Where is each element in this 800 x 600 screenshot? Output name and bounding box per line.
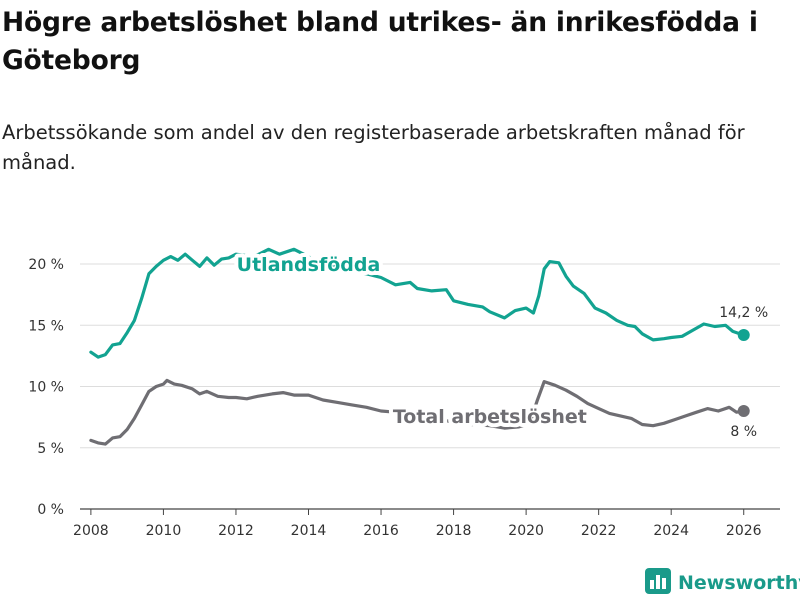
series-endpoint-total [737,405,750,417]
x-tick-label: 2012 [218,523,254,539]
x-tick-label: 2010 [146,523,182,539]
x-tick-label: 2018 [436,523,472,539]
x-tick-label: 2024 [653,523,689,539]
series-layer [89,247,750,446]
series-annotation-foreign: Utlandsfödda [237,254,381,276]
x-tick-label: 2014 [291,523,327,539]
y-tick-label: 20 % [28,257,64,273]
y-tick-label: 0 % [37,502,64,518]
series-line-foreign [89,247,746,359]
series-line-total [89,378,746,446]
x-tick-label: 2026 [726,523,762,539]
series-end-label-total: 8 % [730,424,757,440]
x-tick-label: 2022 [581,523,617,539]
axis-layer: 0 % 5 % 10 % 15 % 20 % 2008 2010 2012 2014 2016 20… [28,257,780,539]
chart-subtitle: Arbetssökande som andel av den registerb… [2,121,745,174]
x-tick-label: 2016 [363,523,399,539]
x-tick-label: 2020 [508,523,544,539]
series-endpoint-foreign [737,329,750,342]
y-tick-label: 5 % [37,441,64,457]
brand-logo[interactable]: Newsworthy [645,568,800,598]
x-tick-label: 2008 [73,523,109,539]
y-tick-label: 15 % [28,318,64,334]
series-annotation-total: Total arbetslöshet [393,406,587,428]
bar-chart-logo-icon [645,568,671,598]
label-layer: 14,2 % 8 % Utlandsfödda Total arbetslöshet [233,250,769,440]
y-tick-label: 10 % [28,380,64,396]
series-end-label-foreign: 14,2 % [719,305,768,321]
chart-title: Högre arbetslöshet bland utrikes- än inr… [2,7,758,76]
brand-name: Newsworthy [678,572,800,594]
